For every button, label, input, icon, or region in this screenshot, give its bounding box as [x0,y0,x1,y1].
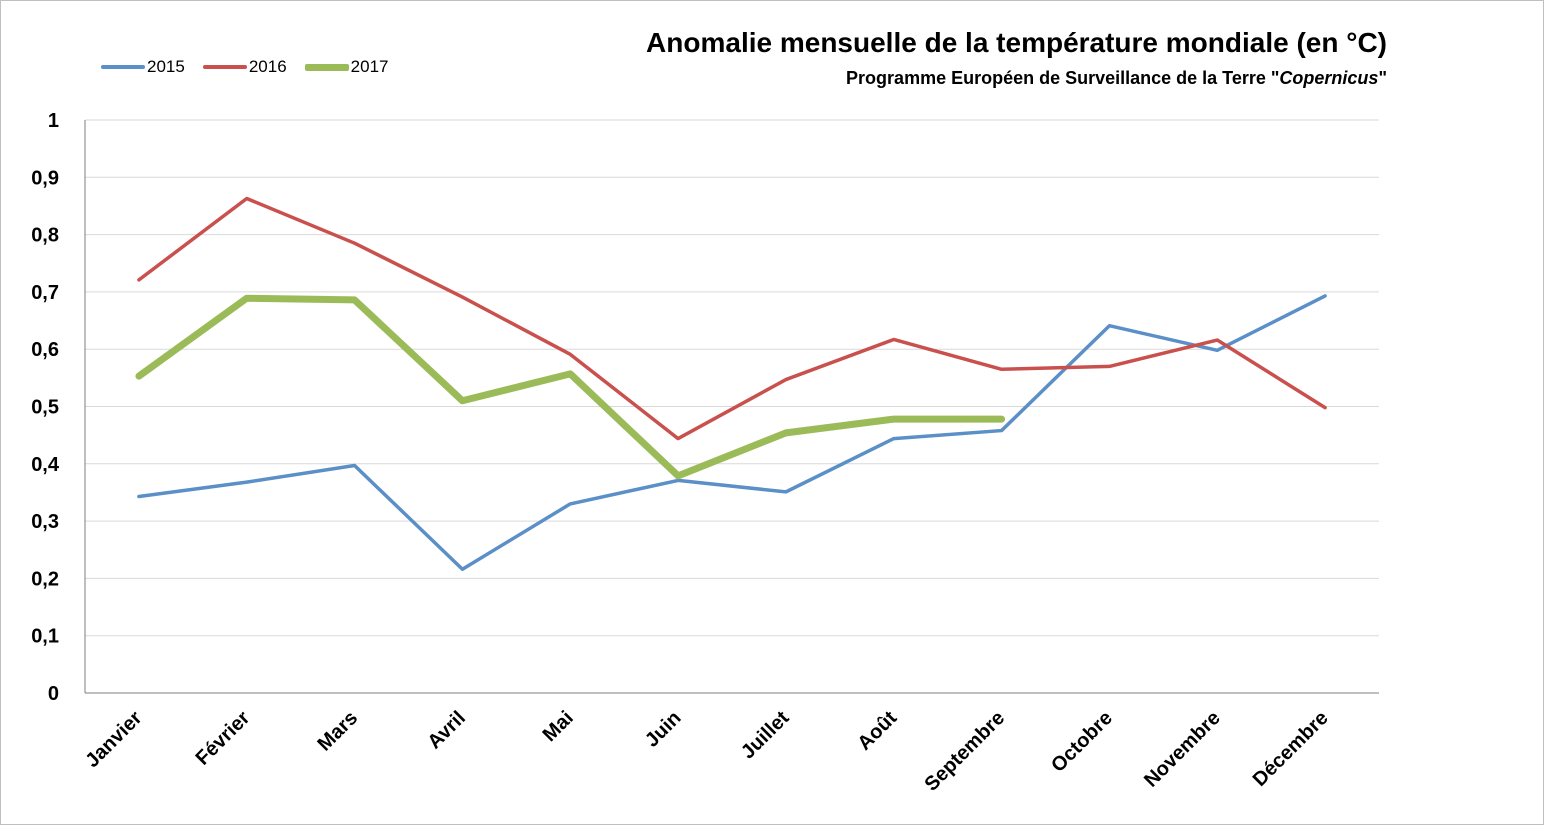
y-tick-label: 0,7 [31,282,59,304]
y-tick-label: 0,2 [31,568,59,590]
y-tick-label: 0,1 [31,626,59,648]
y-tick-label: 0,9 [31,167,59,189]
x-tick-label: Décembre [1249,707,1333,791]
x-tick-label: Février [192,707,255,770]
x-tick-label: Octobre [1047,707,1117,777]
y-tick-label: 0,8 [31,225,59,247]
y-tick-label: 0 [48,683,59,705]
x-tick-label: Janvier [81,707,146,772]
x-tick-label: Mars [314,707,363,756]
x-tick-label: Août [854,707,902,755]
x-tick-label: Mai [539,707,578,746]
x-tick-label: Juillet [737,707,794,764]
y-tick-label: 1 [48,110,59,132]
x-tick-label: Novembre [1140,707,1225,792]
y-tick-label: 0,5 [31,397,59,419]
y-tick-label: 0,6 [31,339,59,361]
x-tick-label: Avril [423,707,469,753]
y-tick-label: 0,3 [31,511,59,533]
x-tick-label: Septembre [920,707,1009,796]
x-tick-label: Juin [641,707,686,752]
series-line-2015 [139,296,1325,569]
y-tick-label: 0,4 [31,454,60,476]
